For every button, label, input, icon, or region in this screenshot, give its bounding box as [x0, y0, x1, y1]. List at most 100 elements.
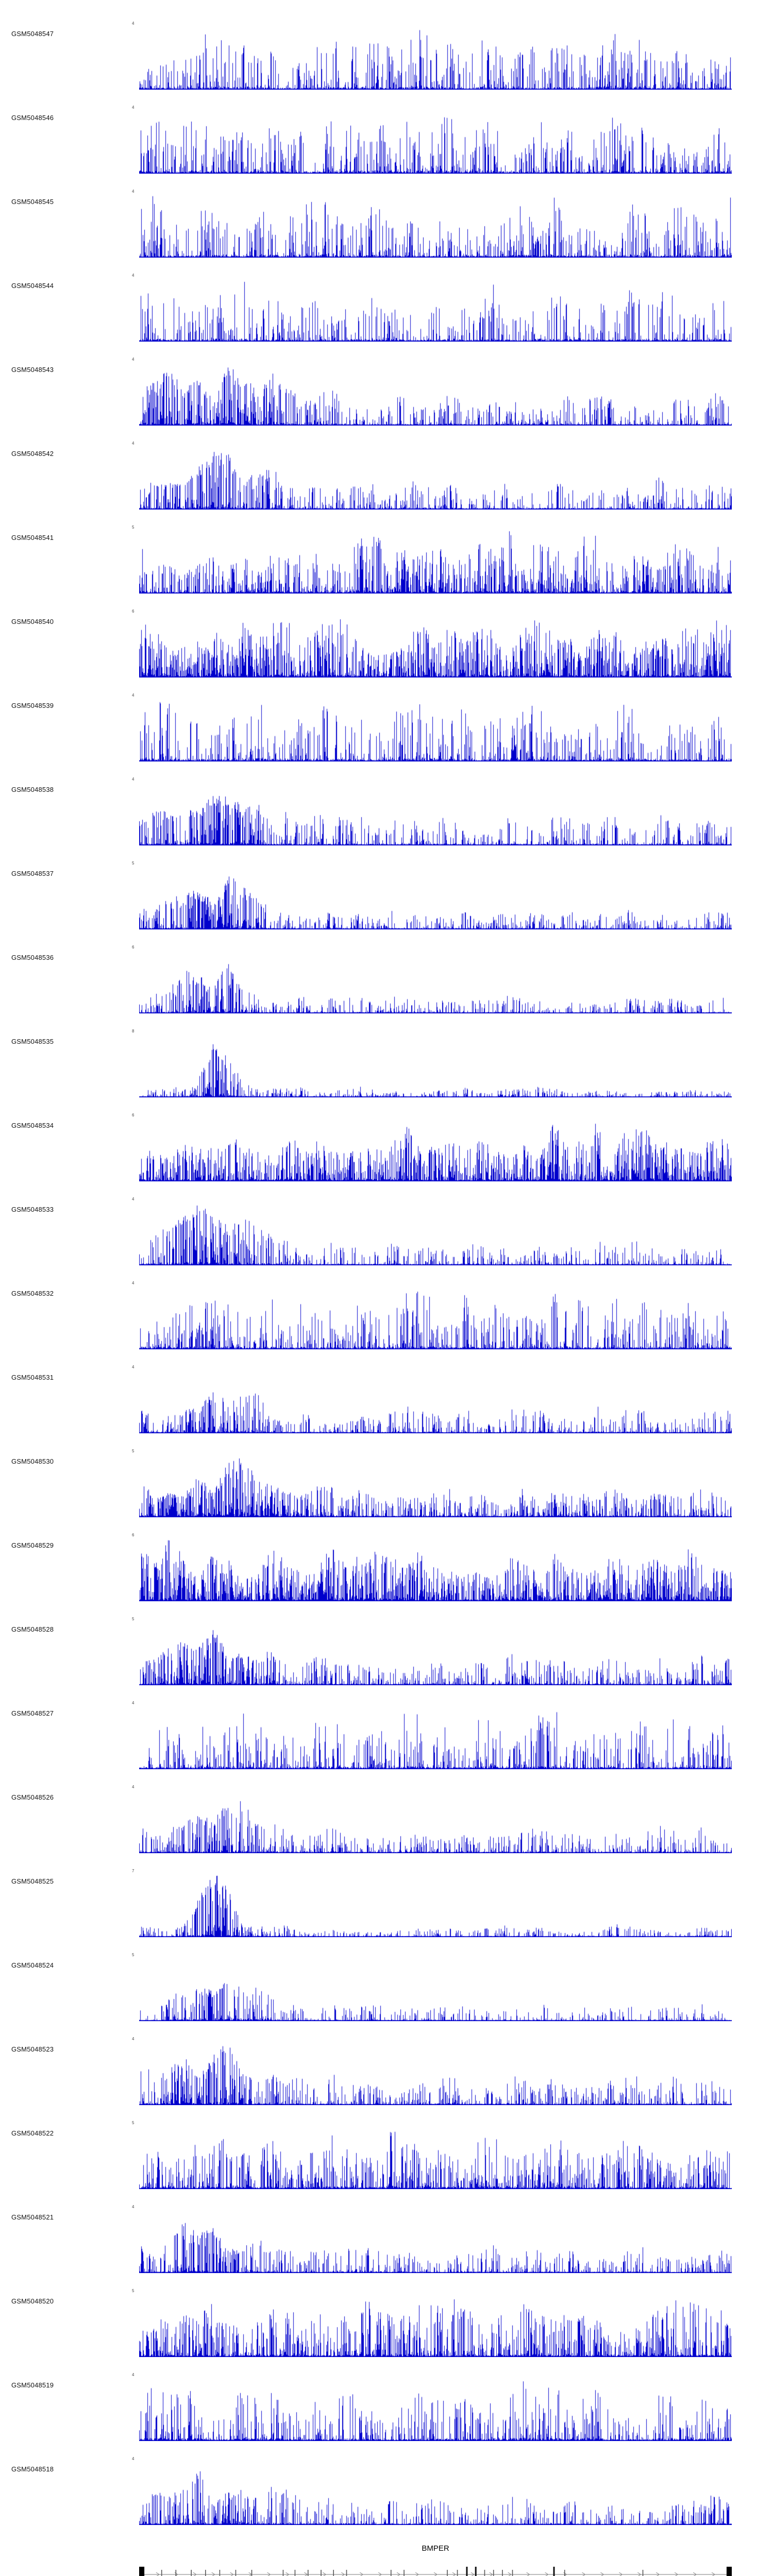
signal-plot-area: 4	[132, 693, 732, 761]
track-label: GSM5048533	[11, 1206, 54, 1213]
y-axis-max-label: 5	[132, 2289, 135, 2293]
signal-track: GSM5048541 5	[0, 518, 773, 602]
coverage-canvas	[139, 1787, 732, 1853]
signal-plot-area: 4	[132, 2372, 732, 2441]
track-label: GSM5048525	[11, 1877, 54, 1885]
signal-plot-area: 8	[132, 1029, 732, 1097]
track-label: GSM5048527	[11, 1709, 54, 1717]
signal-plot-area: 7	[132, 1869, 732, 1937]
signal-plot-area: 6	[132, 1113, 732, 1181]
coverage-canvas	[139, 2459, 732, 2525]
coverage-canvas	[139, 863, 732, 929]
signal-track: GSM5048540 6	[0, 602, 773, 686]
coverage-canvas	[139, 1703, 732, 1769]
y-axis-max-label: 5	[132, 2121, 135, 2125]
coverage-canvas	[139, 2123, 732, 2189]
signal-track: GSM5048546 4	[0, 98, 773, 182]
signal-plot-area: 6	[132, 1533, 732, 1601]
coverage-canvas	[139, 779, 732, 845]
track-label: GSM5048539	[11, 702, 54, 709]
track-label: GSM5048543	[11, 366, 54, 374]
track-label: GSM5048523	[11, 2045, 54, 2053]
track-label: GSM5048526	[11, 1793, 54, 1801]
gene-name-label: BMPER	[422, 2544, 449, 2553]
signal-track: GSM5048527 4	[0, 1694, 773, 1778]
signal-plot-area: 4	[132, 357, 732, 426]
y-axis-max-label: 4	[132, 1701, 135, 1705]
signal-plot-area: 4	[132, 777, 732, 845]
y-axis-max-label: 4	[132, 693, 135, 698]
signal-plot-area: 5	[132, 861, 732, 929]
track-label: GSM5048545	[11, 198, 54, 206]
signal-plot-area: 6	[132, 945, 732, 1013]
signal-plot-area: 4	[132, 2205, 732, 2273]
signal-track: GSM5048537 5	[0, 854, 773, 938]
signal-plot-area: 6	[132, 609, 732, 677]
coverage-canvas	[139, 528, 732, 594]
y-axis-max-label: 4	[132, 105, 135, 110]
signal-track: GSM5048542 4	[0, 434, 773, 518]
signal-plot-area: 4	[132, 2456, 732, 2525]
y-axis-max-label: 4	[132, 441, 135, 446]
signal-plot-area: 4	[132, 441, 732, 510]
coverage-canvas	[139, 1619, 732, 1685]
signal-tracks: GSM5048547 4 GSM5048546 4 GSM5048545 4 GSM5048…	[0, 14, 773, 2534]
y-axis-max-label: 4	[132, 2037, 135, 2041]
gene-model	[139, 2567, 732, 2576]
signal-plot-area: 4	[132, 1197, 732, 1265]
signal-plot-area: 4	[132, 189, 732, 258]
signal-track: GSM5048538 4	[0, 770, 773, 854]
signal-plot-area: 4	[132, 2037, 732, 2105]
track-label: GSM5048529	[11, 1541, 54, 1549]
y-axis-max-label: 4	[132, 1197, 135, 1201]
y-axis-max-label: 5	[132, 1953, 135, 1957]
track-label: GSM5048519	[11, 2381, 54, 2389]
signal-plot-area: 4	[132, 1365, 732, 1433]
track-label: GSM5048522	[11, 2129, 54, 2137]
signal-track: GSM5048530 5	[0, 1442, 773, 1526]
y-axis-max-label: 4	[132, 1281, 135, 1285]
track-label: GSM5048520	[11, 2297, 54, 2305]
signal-plot-area: 5	[132, 2121, 732, 2189]
signal-track: GSM5048533 4	[0, 1190, 773, 1274]
coverage-canvas	[139, 2039, 732, 2105]
signal-plot-area: 5	[132, 2289, 732, 2357]
coverage-canvas	[139, 1367, 732, 1433]
coverage-canvas	[139, 108, 732, 174]
coverage-canvas	[139, 1199, 732, 1265]
coverage-canvas	[139, 276, 732, 342]
coverage-canvas	[139, 24, 732, 90]
signal-plot-area: 5	[132, 1617, 732, 1685]
signal-track: GSM5048535 8	[0, 1022, 773, 1106]
signal-track: GSM5048528 5	[0, 1610, 773, 1694]
y-axis-max-label: 6	[132, 1113, 135, 1117]
gene-track: BMPER	[139, 2544, 732, 2576]
coverage-canvas	[139, 696, 732, 761]
track-label: GSM5048538	[11, 786, 54, 793]
track-label: GSM5048532	[11, 1290, 54, 1297]
signal-track: GSM5048536 6	[0, 938, 773, 1022]
y-axis-max-label: 4	[132, 189, 135, 194]
signal-track: GSM5048534 6	[0, 1106, 773, 1190]
track-label: GSM5048535	[11, 1038, 54, 1045]
y-axis-max-label: 5	[132, 1449, 135, 1453]
signal-plot-area: 4	[132, 1785, 732, 1853]
track-label: GSM5048524	[11, 1961, 54, 1969]
y-axis-max-label: 4	[132, 21, 135, 26]
coverage-canvas	[139, 2375, 732, 2441]
coverage-canvas	[139, 1535, 732, 1601]
signal-plot-area: 5	[132, 525, 732, 594]
y-axis-max-label: 4	[132, 273, 135, 278]
y-axis-max-label: 4	[132, 2456, 135, 2461]
coverage-canvas	[139, 1955, 732, 2021]
track-label: GSM5048540	[11, 618, 54, 625]
track-label: GSM5048547	[11, 30, 54, 38]
y-axis-max-label: 4	[132, 1785, 135, 1789]
coverage-canvas	[139, 947, 732, 1013]
coverage-canvas	[139, 612, 732, 677]
coverage-canvas	[139, 2207, 732, 2273]
signal-track: GSM5048531 4	[0, 1358, 773, 1442]
coverage-canvas	[139, 1283, 732, 1349]
signal-track: GSM5048545 4	[0, 182, 773, 266]
signal-track: GSM5048525 7	[0, 1862, 773, 1946]
